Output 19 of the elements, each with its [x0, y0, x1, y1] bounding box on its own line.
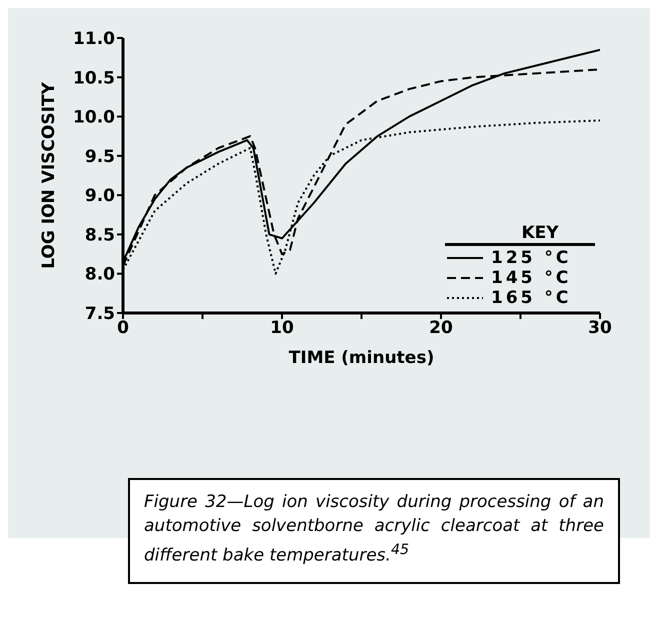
y-tick-label: 11.0: [73, 29, 116, 50]
y-tick-label: 9.0: [84, 186, 116, 206]
y-tick-label: 9.5: [84, 146, 115, 167]
x-axis-title: TIME (minutes): [288, 348, 434, 368]
caption: Figure 32—Log ion viscosity during processing of an automotive solventborne acrylic clearcoat at three different bake temperatures.$^{45}$: [128, 478, 620, 584]
y-tick-label: 10.0: [73, 108, 116, 128]
legend-label: 125 °C: [491, 248, 572, 268]
legend-label: 165 °C: [491, 288, 572, 308]
legend-label: 145 °C: [491, 268, 572, 288]
y-axis-title: LOG ION VISCOSITY: [39, 82, 60, 269]
x-tick-label: 0: [117, 318, 130, 338]
y-tick-label: 7.5: [84, 304, 115, 324]
x-tick-label: 10: [270, 318, 294, 338]
legend-title: KEY: [520, 223, 560, 243]
y-tick-label: 8.0: [84, 264, 116, 285]
y-tick-label: 10.5: [73, 68, 115, 88]
y-tick-label: 8.5: [84, 225, 115, 246]
x-tick-label: 20: [429, 318, 453, 338]
x-tick-label: 30: [588, 318, 612, 338]
